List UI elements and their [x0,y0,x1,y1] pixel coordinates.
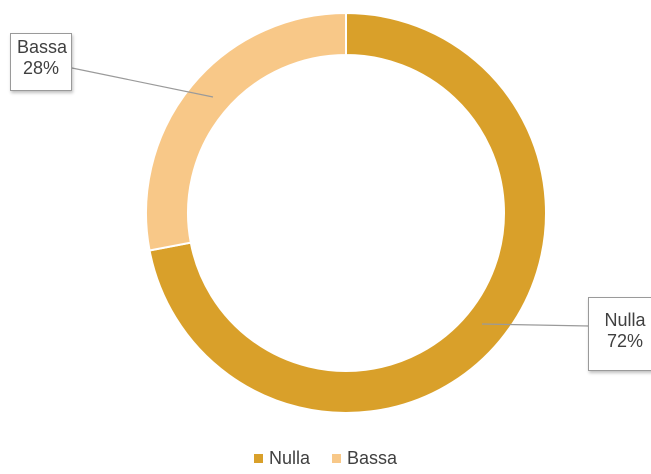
data-label-bassa-value: 28% [22,58,60,78]
data-label-nulla-category: Nulla [604,310,646,330]
leader-line-bassa [71,67,214,98]
data-label-bassa-category: Bassa [17,37,68,57]
legend-label-nulla: Nulla [268,448,310,468]
legend-label-bassa: Bassa [347,448,398,468]
legend: Nulla Bassa [0,448,651,469]
legend-swatch-nulla [253,454,263,463]
slice-bassa [145,11,347,252]
data-label-bassa: Bassa 28% [10,33,72,91]
slice-nulla [148,11,547,414]
leader-line-nulla [481,323,590,327]
legend-swatch-bassa [332,454,341,463]
data-label-nulla-value: 72% [606,331,644,351]
data-label-nulla: Nulla 72% [588,297,651,371]
legend-item-bassa: Bassa [332,448,397,469]
legend-item-nulla: Nulla [253,448,310,469]
